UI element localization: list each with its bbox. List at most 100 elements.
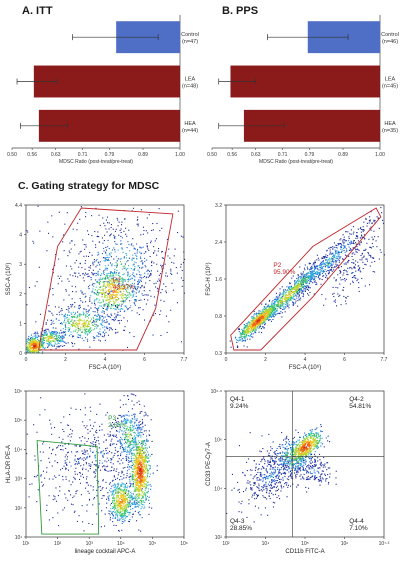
event-dot (363, 236, 365, 238)
event-dot (293, 291, 295, 293)
event-dot (261, 312, 263, 314)
event-dot (91, 235, 93, 237)
event-dot (357, 240, 359, 242)
event-dot (137, 283, 139, 285)
event-dot (126, 261, 128, 263)
event-dot (364, 263, 366, 265)
event-dot (156, 465, 158, 467)
event-dot (146, 243, 148, 245)
event-dot (95, 246, 97, 248)
event-dot (44, 331, 46, 333)
event-dot (124, 265, 126, 267)
event-dot (95, 444, 97, 446)
event-dot (109, 295, 111, 297)
event-dot (106, 297, 108, 299)
event-dot (31, 341, 33, 343)
event-dot (306, 288, 308, 290)
event-dot (79, 314, 81, 316)
event-dot (134, 248, 136, 250)
event-dot (91, 428, 93, 430)
event-dot (64, 318, 66, 320)
event-dot (308, 294, 310, 296)
event-dot (35, 350, 37, 352)
event-dot (28, 346, 30, 348)
event-dot (110, 328, 112, 330)
event-dot (283, 303, 285, 305)
event-dot (102, 281, 104, 283)
event-dot (259, 313, 261, 315)
event-dot (110, 280, 112, 282)
event-dot (281, 301, 283, 303)
event-dot (279, 306, 281, 308)
event-dot (342, 239, 344, 241)
event-dot (126, 235, 128, 237)
event-dot (255, 329, 257, 331)
event-dot (371, 261, 373, 263)
event-dot (90, 485, 92, 487)
event-dot (328, 257, 330, 259)
event-dot (96, 297, 98, 299)
event-dot (47, 345, 49, 347)
event-dot (313, 293, 315, 295)
event-dot (111, 296, 113, 298)
event-dot (141, 411, 143, 413)
event-dot (139, 307, 141, 309)
event-dot (355, 260, 357, 262)
event-dot (283, 293, 285, 295)
event-dot (77, 334, 79, 336)
event-dot (264, 311, 266, 313)
event-dot (43, 342, 45, 344)
event-dot (125, 457, 127, 459)
event-dot (137, 249, 139, 251)
event-dot (290, 297, 292, 299)
event-dot (238, 337, 240, 339)
event-dot (92, 264, 94, 266)
event-dot (313, 270, 315, 272)
category-label: Control (181, 32, 199, 38)
event-dot (104, 234, 106, 236)
event-dot (313, 272, 315, 274)
event-dot (96, 318, 98, 320)
event-dot (335, 244, 337, 246)
event-dot (92, 283, 94, 285)
event-dot (131, 284, 133, 286)
event-dot (144, 260, 146, 262)
event-dot (373, 257, 375, 259)
event-dot (306, 285, 308, 287)
event-dot (314, 266, 316, 268)
event-dot (78, 319, 80, 321)
event-dot (58, 277, 60, 279)
event-dot (118, 424, 120, 426)
event-dot (41, 481, 43, 483)
event-dot (80, 445, 82, 447)
event-dot (316, 266, 318, 268)
event-dot (254, 324, 256, 326)
event-dot (155, 238, 157, 240)
event-dot (122, 295, 124, 297)
event-dot (60, 337, 62, 339)
event-dot (105, 308, 107, 310)
event-dot (382, 219, 384, 221)
event-dot (247, 329, 249, 331)
event-dot (91, 318, 93, 320)
event-dot (323, 271, 325, 273)
event-dot (310, 276, 312, 278)
event-dot (122, 299, 124, 301)
event-dot (95, 207, 97, 209)
event-dot (89, 468, 91, 470)
event-dot (79, 334, 81, 336)
event-dot (34, 285, 36, 287)
event-dot (150, 270, 152, 272)
event-dot (97, 301, 99, 303)
event-dot (97, 280, 99, 282)
event-dot (74, 306, 76, 308)
event-dot (81, 450, 83, 452)
event-dot (106, 273, 108, 275)
event-dot (117, 331, 119, 333)
event-dot (113, 443, 115, 445)
event-dot (237, 328, 239, 330)
event-dot (336, 255, 338, 257)
event-dot (29, 483, 31, 485)
event-dot (101, 237, 103, 239)
event-dot (27, 346, 29, 348)
